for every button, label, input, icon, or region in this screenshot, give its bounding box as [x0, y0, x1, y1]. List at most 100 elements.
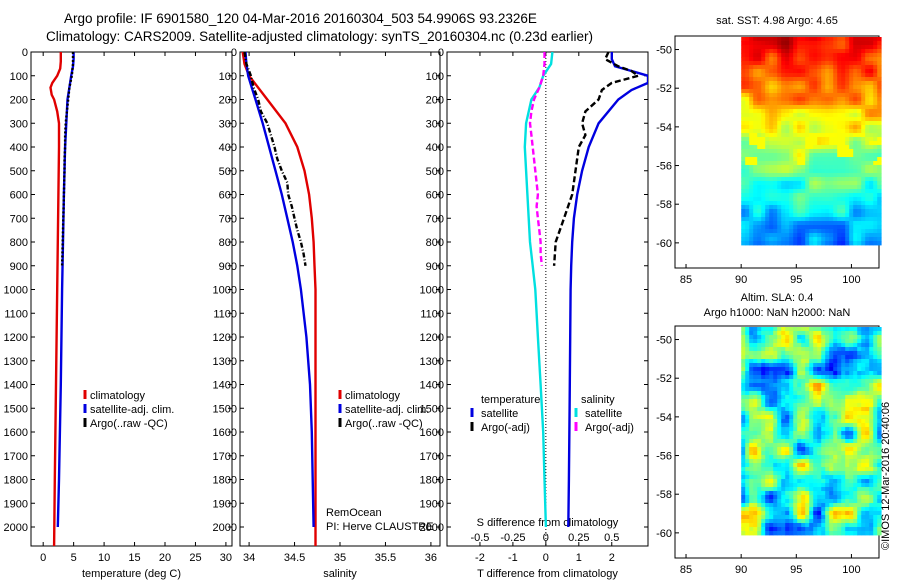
- map-pixel: [829, 125, 834, 130]
- depth-tick-label: 0: [231, 47, 237, 59]
- map-pixel: [749, 101, 754, 106]
- map-pixel: [877, 65, 882, 70]
- map-pixel: [865, 89, 870, 94]
- x-axis-label-salinity: S difference from climatology: [477, 517, 619, 529]
- map-pixel: [853, 483, 858, 488]
- map-pixel: [857, 463, 862, 468]
- map-pixel: [817, 343, 822, 348]
- map-pixel: [773, 443, 778, 448]
- map-pixel: [837, 169, 842, 174]
- map-pixel: [833, 511, 838, 516]
- map-pixel: [865, 479, 870, 484]
- map-pixel: [789, 515, 794, 520]
- map-pixel: [849, 347, 854, 352]
- map-pixel: [849, 241, 854, 246]
- map-pixel: [781, 161, 786, 166]
- map-pixel: [829, 339, 834, 344]
- map-pixel: [813, 515, 818, 520]
- map-pixel: [825, 331, 830, 336]
- map-pixel: [809, 173, 814, 178]
- map-pixel: [769, 149, 774, 154]
- map-pixel: [781, 343, 786, 348]
- map-pixel: [825, 241, 830, 246]
- map-pixel: [761, 109, 766, 114]
- map-pixel: [825, 69, 830, 74]
- map-pixel: [757, 85, 762, 90]
- map-pixel: [753, 177, 758, 182]
- map-pixel: [781, 503, 786, 508]
- map-pixel: [865, 403, 870, 408]
- map-pixel: [825, 471, 830, 476]
- map-pixel: [761, 415, 766, 420]
- map-pixel: [849, 89, 854, 94]
- map-pixel: [833, 423, 838, 428]
- map-pixel: [841, 189, 846, 194]
- map-pixel: [773, 327, 778, 332]
- map-pixel: [817, 137, 822, 142]
- map-pixel: [877, 205, 882, 210]
- map-pixel: [873, 121, 878, 126]
- map-pixel: [849, 205, 854, 210]
- map-pixel: [821, 209, 826, 214]
- map-pixel: [745, 37, 750, 42]
- map-pixel: [801, 343, 806, 348]
- map-pixel: [741, 73, 746, 78]
- map-pixel: [813, 339, 818, 344]
- map-pixel: [825, 161, 830, 166]
- map-pixel: [841, 89, 846, 94]
- map-pixel: [873, 343, 878, 348]
- map-pixel: [769, 495, 774, 500]
- map-pixel: [757, 483, 762, 488]
- depth-tick-label: 1100: [420, 308, 444, 320]
- map-pixel: [777, 185, 782, 190]
- map-pixel: [789, 61, 794, 66]
- map-pixel: [757, 359, 762, 364]
- map-pixel: [785, 45, 790, 50]
- map-pixel: [765, 467, 770, 472]
- map-pixel: [813, 37, 818, 42]
- map-pixel: [865, 173, 870, 178]
- map-pixel: [857, 407, 862, 412]
- map-pixel: [853, 149, 858, 154]
- map-pixel: [853, 331, 858, 336]
- map-pixel: [777, 181, 782, 186]
- map-pixel: [761, 161, 766, 166]
- map-pixel: [825, 475, 830, 480]
- depth-tick-label: 0: [22, 47, 28, 59]
- map-pixel: [797, 237, 802, 242]
- map-pixel: [841, 77, 846, 82]
- map-pixel: [797, 379, 802, 384]
- map-pixel: [741, 335, 746, 340]
- map-pixel: [793, 343, 798, 348]
- map-pixel: [757, 331, 762, 336]
- map-pixel: [853, 503, 858, 508]
- map-pixel: [781, 117, 786, 122]
- map-pixel: [841, 423, 846, 428]
- map-pixel: [833, 89, 838, 94]
- map-pixel: [765, 105, 770, 110]
- map-pixel: [769, 97, 774, 102]
- map-pixel: [745, 475, 750, 480]
- map-pixel: [809, 367, 814, 372]
- map-pixel: [861, 503, 866, 508]
- map-pixel: [841, 173, 846, 178]
- map-pixel: [769, 443, 774, 448]
- map-pixel: [777, 487, 782, 492]
- map-pixel: [877, 145, 882, 150]
- series-satellite-adj-clim-: [244, 52, 315, 528]
- map-pixel: [773, 105, 778, 110]
- map-pixel: [861, 57, 866, 62]
- map-pixel: [813, 439, 818, 444]
- map-pixel: [829, 105, 834, 110]
- map-pixel: [817, 403, 822, 408]
- map-pixel: [793, 379, 798, 384]
- map-pixel: [825, 89, 830, 94]
- map-pixel: [837, 61, 842, 66]
- map-pixel: [877, 85, 882, 90]
- map-pixel: [821, 531, 826, 536]
- map-pixel: [789, 145, 794, 150]
- map-pixel: [801, 495, 806, 500]
- map-pixel: [757, 327, 762, 332]
- map-pixel: [813, 165, 818, 170]
- map-pixel: [793, 399, 798, 404]
